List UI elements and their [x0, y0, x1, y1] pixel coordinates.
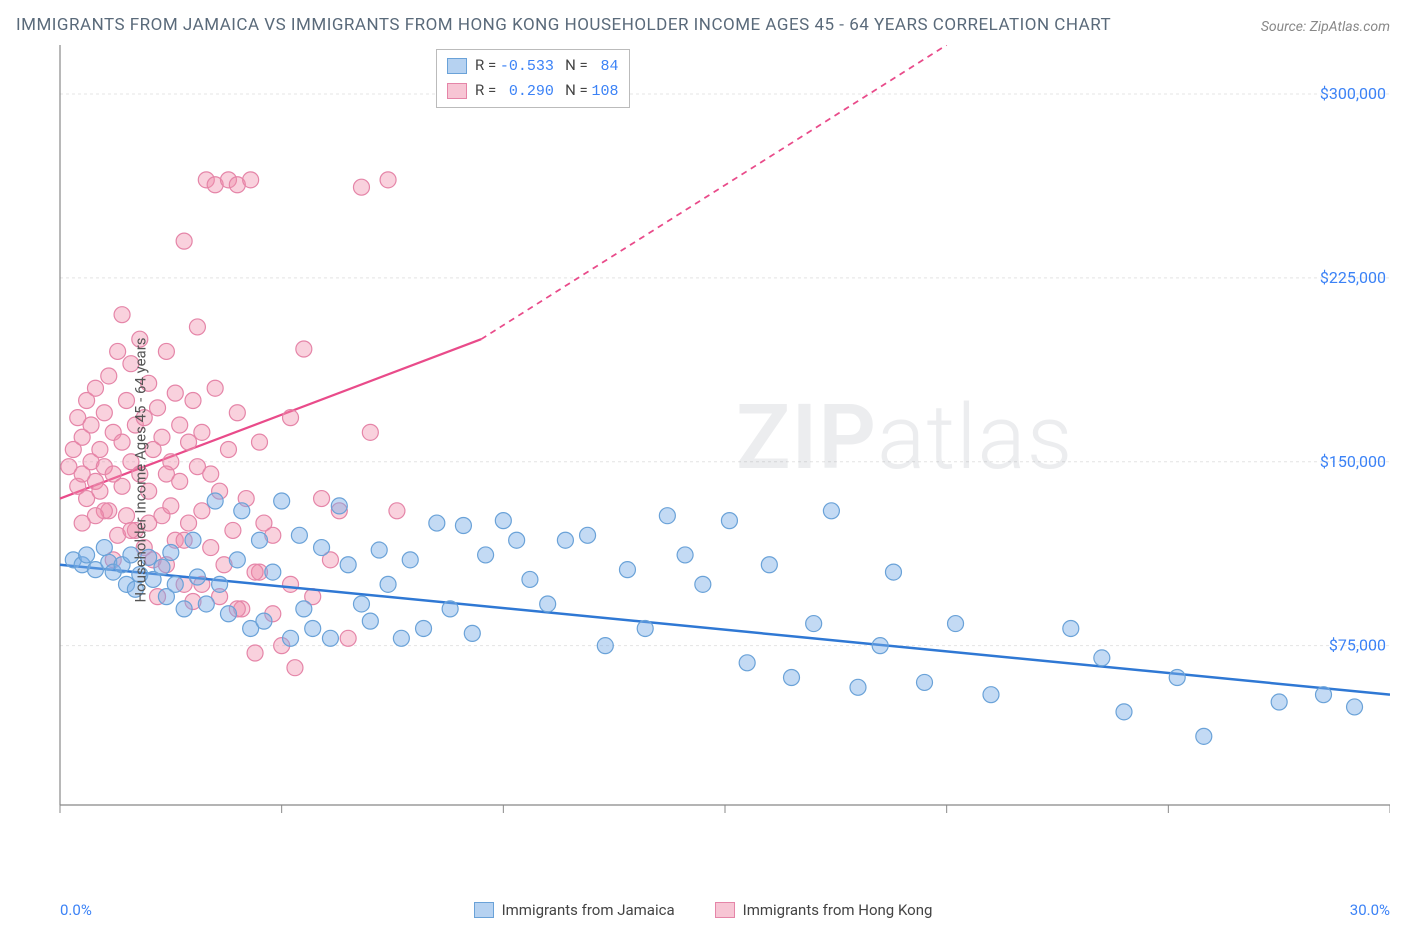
svg-text:$300,000: $300,000 [1320, 84, 1386, 103]
scatter-chart: $75,000 $150,000 $225,000 $300,000 [16, 45, 1390, 845]
legend-swatch [715, 902, 735, 918]
legend-label: Immigrants from Jamaica [502, 901, 675, 919]
svg-text:$225,000: $225,000 [1320, 268, 1386, 287]
svg-text:$75,000: $75,000 [1329, 636, 1386, 655]
legend-swatch [474, 902, 494, 918]
chart-title: IMMIGRANTS FROM JAMAICA VS IMMIGRANTS FR… [16, 12, 1261, 39]
legend-item: Immigrants from Jamaica [474, 901, 675, 919]
series-legend: 0.0% Immigrants from Jamaica Immigrants f… [16, 901, 1390, 919]
legend-stats: R = 0.290 N = 108 [475, 79, 619, 104]
legend-row: R = 0.290 N = 108 [447, 79, 619, 104]
legend-swatch [447, 58, 467, 74]
legend-label: Immigrants from Hong Kong [743, 901, 933, 919]
legend-swatch [447, 83, 467, 99]
svg-text:$150,000: $150,000 [1320, 452, 1386, 471]
legend-stats: R = -0.533 N = 84 [475, 54, 619, 79]
legend-item: Immigrants from Hong Kong [715, 901, 933, 919]
chart-container: Householder Income Ages 45 - 64 years $7… [16, 45, 1390, 895]
correlation-stats-legend: R = -0.533 N = 84R = 0.290 N = 108 [436, 49, 630, 108]
xaxis-min-label: 0.0% [60, 901, 92, 919]
source-citation: Source: ZipAtlas.com [1261, 19, 1390, 39]
y-axis-label: Householder Income Ages 45 - 64 years [132, 338, 150, 603]
legend-row: R = -0.533 N = 84 [447, 54, 619, 79]
xaxis-max-label: 30.0% [1350, 901, 1390, 919]
